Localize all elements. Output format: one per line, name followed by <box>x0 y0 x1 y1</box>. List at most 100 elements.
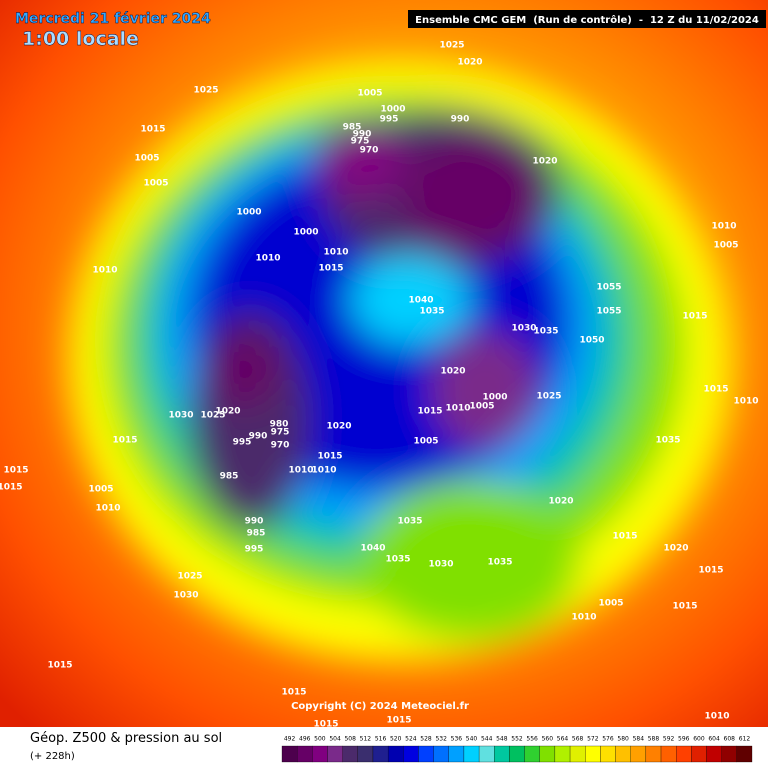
isobar-label: 1015 <box>703 385 728 395</box>
isobar-label: 1010 <box>92 266 117 276</box>
isobar-label: 1020 <box>440 367 465 377</box>
isobar-label: 1005 <box>413 437 438 447</box>
isobar-label: 1020 <box>457 58 482 68</box>
legend-swatch <box>297 745 313 763</box>
legend-swatch <box>418 745 434 763</box>
isobar-label: 1010 <box>288 466 313 476</box>
isobar-label: 990 <box>353 130 372 140</box>
legend-swatch <box>524 745 540 763</box>
legend-swatch <box>327 745 343 763</box>
legend-swatch <box>539 745 556 763</box>
legend-label: 608 <box>724 736 736 743</box>
legend-swatch <box>387 745 404 763</box>
legend-swatch <box>721 745 737 763</box>
isobar-label: 1015 <box>682 312 707 322</box>
isobar-label: 1005 <box>598 599 623 609</box>
legend-label: 500 <box>314 736 326 743</box>
isobar-label: 1020 <box>215 407 240 417</box>
isobar-label: 975 <box>271 428 290 438</box>
isobar-label: 1015 <box>112 436 137 446</box>
legend-label: 544 <box>481 736 493 743</box>
legend-label: 600 <box>693 736 705 743</box>
isobar-label: 1000 <box>380 105 405 115</box>
legend-label: 528 <box>420 736 432 743</box>
legend-swatch <box>569 745 586 763</box>
legend-swatch <box>691 745 707 763</box>
legend-label: 612 <box>739 736 751 743</box>
isobar-label: 1015 <box>386 716 411 726</box>
isobar-label: 1025 <box>439 41 464 51</box>
isobar-label: 1035 <box>419 307 444 317</box>
date: Mercredi 21 février 2024 <box>15 11 211 27</box>
legend-label: 512 <box>360 736 372 743</box>
isobar-label: 1025 <box>177 572 202 582</box>
lead-time: (+ 228h) <box>30 751 75 762</box>
legend-swatch <box>342 745 358 763</box>
legend-label: 568 <box>572 736 584 743</box>
isobar-label: 1035 <box>533 327 558 337</box>
isobar-label: 1025 <box>193 86 218 96</box>
isobar-label: 995 <box>245 545 264 555</box>
legend-swatch <box>463 745 480 763</box>
isobar-label: 1030 <box>173 591 198 601</box>
legend-swatch <box>554 745 571 763</box>
isobar-label: 1010 <box>255 254 280 264</box>
legend-label: 496 <box>299 736 311 743</box>
isobar-label: 970 <box>271 441 290 451</box>
isobar-label: 1010 <box>95 504 120 514</box>
isobar-label: 1010 <box>311 466 336 476</box>
legend-label: 532 <box>435 736 447 743</box>
footer-title: Géop. Z500 & pression au sol <box>30 731 222 746</box>
legend-swatch <box>706 745 722 763</box>
isobar-label: 1015 <box>3 466 28 476</box>
legend-label: 560 <box>542 736 554 743</box>
isobar-label: 1025 <box>536 392 561 402</box>
isobar-label: 1040 <box>360 544 385 554</box>
legend-swatch <box>660 745 677 763</box>
isobar-label: 990 <box>249 432 268 442</box>
legend-swatch <box>372 745 389 763</box>
isobar-label: 1035 <box>487 558 512 568</box>
isobar-label: 1030 <box>511 324 536 334</box>
legend-swatch <box>403 745 419 763</box>
legend-swatch <box>676 745 692 763</box>
isobar-label: 1010 <box>704 712 729 722</box>
legend-label: 540 <box>466 736 478 743</box>
legend-swatch <box>645 745 662 763</box>
isobar-label: 1005 <box>134 154 159 164</box>
legend-label: 492 <box>284 736 296 743</box>
isobar-label: 1015 <box>672 602 697 612</box>
isobar-label: 1015 <box>698 566 723 576</box>
isobar-label: 1030 <box>168 411 193 421</box>
height-field <box>70 60 730 660</box>
isobar-label: 1010 <box>323 248 348 258</box>
legend-label: 520 <box>390 736 402 743</box>
isobar-label: 1015 <box>417 407 442 417</box>
legend-swatch <box>585 745 601 763</box>
isobar-label: 975 <box>351 137 370 147</box>
legend-label: 564 <box>557 736 569 743</box>
isobar-label: 985 <box>343 123 362 133</box>
legend-label: 572 <box>587 736 599 743</box>
local-time: 1:00 locale <box>22 28 139 50</box>
legend-label: 508 <box>344 736 356 743</box>
legend-swatch <box>281 745 298 763</box>
legend-label: 592 <box>663 736 675 743</box>
isobar-label: 1015 <box>612 532 637 542</box>
isobar-label: 1010 <box>711 222 736 232</box>
isobar-label: 1010 <box>445 404 470 414</box>
isobar-label: 1020 <box>326 422 351 432</box>
isobar-label: 1005 <box>469 402 494 412</box>
isobar-label: 1015 <box>47 661 72 671</box>
isobar-label: 1040 <box>408 296 433 306</box>
isobar-label: 1010 <box>571 613 596 623</box>
isobar-label: 1020 <box>532 157 557 167</box>
isobar-label: 985 <box>247 529 266 539</box>
isobar-label: 995 <box>233 438 252 448</box>
legend-label: 504 <box>329 736 341 743</box>
legend-swatch <box>478 745 495 763</box>
legend-swatch <box>736 745 753 763</box>
legend-label: 552 <box>511 736 523 743</box>
isobar-label: 1005 <box>713 241 738 251</box>
